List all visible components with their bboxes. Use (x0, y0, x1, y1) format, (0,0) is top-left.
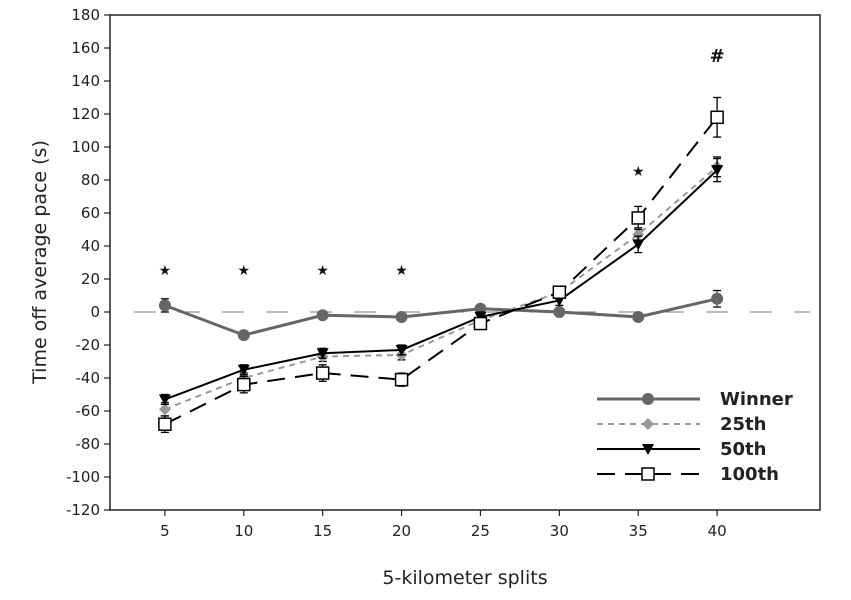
x-tick-label: 35 (629, 522, 648, 540)
y-axis-label: Time off average pace (s) (29, 140, 51, 385)
y-tick-label: 60 (81, 204, 100, 222)
y-tick-label: 100 (71, 138, 100, 156)
data-point (632, 239, 645, 251)
legend-item-50th: 50th (597, 439, 766, 460)
x-tick-label: 5 (160, 522, 170, 540)
series-line (164, 169, 718, 401)
x-tick-label: 15 (313, 522, 332, 540)
data-point (394, 372, 409, 387)
series-winner (158, 289, 724, 342)
x-tick-label: 30 (550, 522, 569, 540)
data-point (237, 364, 250, 376)
data-point (316, 348, 329, 360)
data-point (316, 309, 329, 322)
y-tick-label: -60 (76, 402, 101, 420)
data-point (473, 316, 488, 331)
y-tick-label: 120 (71, 105, 100, 123)
y-tick-label: -40 (76, 369, 101, 387)
data-point (395, 344, 408, 356)
series-100th (158, 96, 724, 434)
data-point (552, 285, 567, 299)
y-tick-label: -100 (66, 468, 100, 486)
legend-label: 100th (720, 464, 779, 485)
x-tick-label: 25 (471, 522, 490, 540)
plot-frame (109, 14, 821, 511)
y-tick-label: 160 (71, 39, 100, 57)
x-axis-label: 5-kilometer splits (382, 567, 547, 589)
y-tick-label: -20 (76, 336, 101, 354)
legend-marker (642, 444, 654, 455)
x-tick-label: 40 (708, 522, 727, 540)
data-point (315, 366, 330, 380)
data-point (631, 211, 645, 225)
series-50th (158, 157, 724, 406)
significance-marker: ★ (159, 263, 172, 279)
legend-label: Winner (720, 389, 793, 410)
legend-label: 25th (720, 414, 766, 435)
significance-marker: ★ (395, 263, 408, 279)
significance-marker: # (710, 46, 725, 67)
data-point (711, 292, 724, 305)
data-point (237, 329, 250, 342)
series-line (164, 297, 718, 337)
y-tick-label: -120 (66, 501, 100, 519)
data-point (710, 110, 724, 125)
x-tick-label: 20 (392, 522, 411, 540)
y-tick-label: 140 (71, 72, 100, 90)
data-point (158, 417, 172, 431)
y-tick-label: 40 (81, 237, 100, 255)
data-point (553, 306, 566, 318)
legend-marker (641, 467, 655, 481)
significance-marker: ★ (237, 263, 250, 279)
series-line (164, 166, 718, 411)
legend-item-100th: 100th (597, 464, 779, 485)
y-tick-label: 20 (81, 270, 100, 288)
data-point (158, 394, 171, 406)
data-point (711, 165, 724, 177)
data-point (395, 310, 408, 323)
data-point (632, 228, 645, 241)
series-line (164, 116, 718, 426)
significance-marker: ★ (632, 164, 645, 180)
y-tick-label: -80 (76, 435, 101, 453)
x-tick-label: 10 (234, 522, 253, 540)
legend-marker (642, 393, 654, 405)
significance-marker: ★ (316, 263, 329, 279)
data-point (158, 299, 171, 312)
data-point (158, 403, 171, 416)
data-point (632, 310, 645, 323)
legend-marker (642, 418, 654, 430)
y-tick-label: 80 (81, 171, 100, 189)
legend-label: 50th (720, 439, 766, 460)
legend-item-25th: 25th (597, 414, 766, 435)
legend-item-winner: Winner (597, 389, 793, 410)
y-tick-label: 180 (71, 6, 100, 24)
y-tick-label: 0 (90, 303, 100, 321)
data-point (237, 377, 251, 392)
